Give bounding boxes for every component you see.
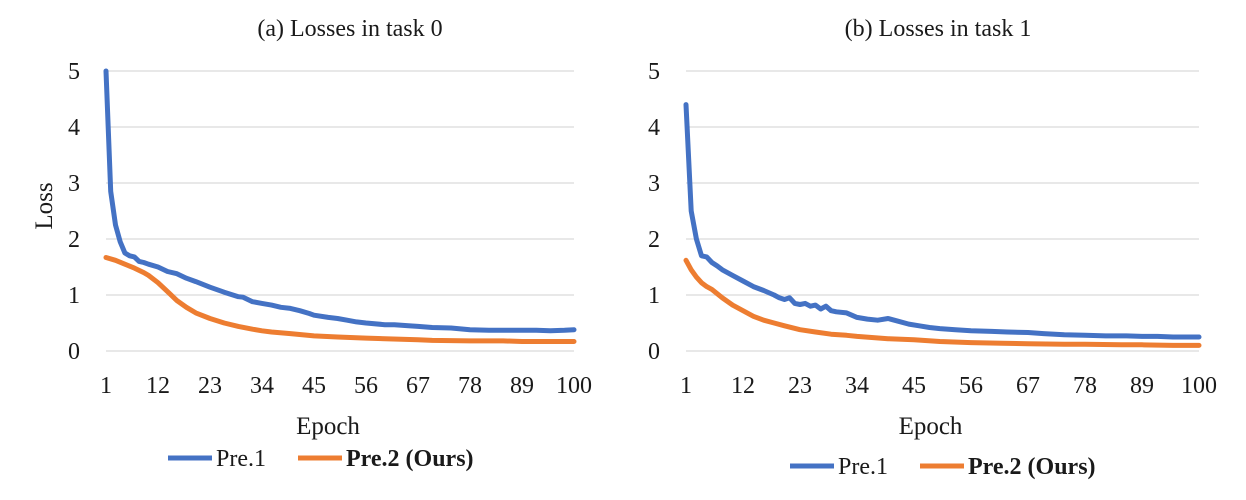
legend-label-pre2: Pre.2 (Ours) — [968, 454, 1096, 480]
x-tick-label: 78 — [1073, 373, 1097, 399]
x-tick-label: 34 — [845, 373, 869, 399]
series-line-pre2 — [683, 257, 1202, 348]
x-axis-label: Epoch — [296, 413, 360, 440]
y-tick-label: 5 — [68, 59, 80, 85]
y-tick-label: 0 — [68, 339, 80, 365]
series-line-pre1 — [103, 68, 577, 334]
x-tick-label: 100 — [556, 373, 592, 399]
y-tick-label: 0 — [648, 339, 660, 365]
legend-label-pre1: Pre.1 — [838, 454, 888, 480]
x-tick-label: 56 — [354, 373, 378, 399]
legend-label-pre1: Pre.1 — [216, 446, 266, 472]
x-tick-label: 1 — [100, 373, 112, 399]
y-tick-label: 4 — [648, 115, 660, 141]
x-tick-label: 45 — [302, 373, 326, 399]
chart-title: (a) Losses in task 0 — [257, 16, 442, 42]
series-line-pre1 — [683, 102, 1202, 340]
x-tick-label: 100 — [1181, 373, 1217, 399]
y-tick-label: 1 — [648, 283, 660, 309]
x-tick-label: 34 — [250, 373, 274, 399]
series-line-pre2 — [103, 255, 577, 344]
x-tick-label: 45 — [902, 373, 926, 399]
legend-label-pre2: Pre.2 (Ours) — [346, 446, 474, 472]
x-tick-label: 89 — [510, 373, 534, 399]
y-tick-label: 5 — [648, 59, 660, 85]
y-tick-label: 1 — [68, 283, 80, 309]
x-axis-label: Epoch — [899, 413, 963, 440]
y-tick-label: 3 — [68, 171, 80, 197]
x-tick-label: 67 — [406, 373, 430, 399]
x-tick-label: 1 — [680, 373, 692, 399]
y-tick-label: 3 — [648, 171, 660, 197]
x-tick-label: 56 — [959, 373, 983, 399]
y-axis-label: Loss — [31, 182, 58, 229]
x-tick-label: 23 — [788, 373, 812, 399]
y-tick-label: 2 — [648, 227, 660, 253]
x-tick-label: 78 — [458, 373, 482, 399]
chart-title: (b) Losses in task 1 — [845, 16, 1032, 42]
y-tick-label: 2 — [68, 227, 80, 253]
x-tick-label: 12 — [146, 373, 170, 399]
x-tick-label: 67 — [1016, 373, 1040, 399]
x-tick-label: 12 — [731, 373, 755, 399]
x-tick-label: 23 — [198, 373, 222, 399]
x-tick-label: 89 — [1130, 373, 1154, 399]
y-tick-label: 4 — [68, 115, 80, 141]
